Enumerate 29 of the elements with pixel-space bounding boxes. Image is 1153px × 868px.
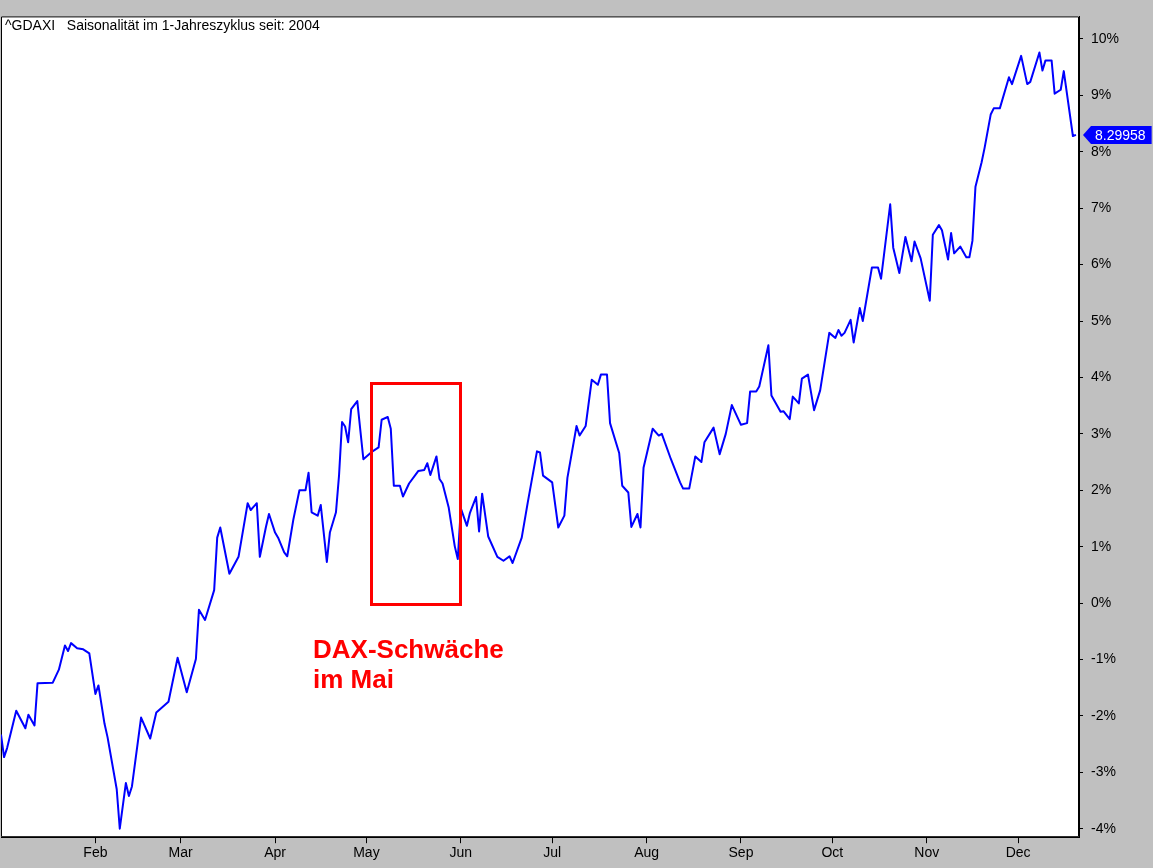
y-tick-label: -2% — [1091, 706, 1116, 723]
y-tick-label: -1% — [1091, 650, 1116, 667]
data-label: 8.29958 — [1095, 126, 1146, 143]
x-tick-label: Jun — [449, 844, 473, 861]
x-tick-label: Dec — [1005, 844, 1031, 861]
y-tick-label: 4% — [1091, 368, 1112, 385]
x-tick-label: Mar — [168, 844, 194, 861]
y-tick-label: 10% — [1091, 29, 1120, 46]
y-tick-label: 7% — [1091, 199, 1112, 216]
y-tick-label: 2% — [1091, 481, 1112, 498]
annotation: DAX-Schwäche im Mai — [313, 634, 504, 695]
x-tick-label: Oct — [821, 844, 844, 861]
y-tick-label: 9% — [1091, 86, 1112, 103]
y-tick-label: 0% — [1091, 593, 1112, 610]
x-tick-label: Feb — [83, 844, 108, 861]
chart-title: ^GDAXI Saisonalität im 1-Jahreszyklus seit: 2004 — [5, 17, 320, 34]
y-tick-label: -4% — [1091, 819, 1116, 836]
y-tick-label: 3% — [1091, 424, 1112, 441]
y-tick-label: 8% — [1091, 142, 1112, 159]
x-tick-label: May — [353, 844, 380, 861]
x-tick-label: Apr — [264, 844, 287, 861]
y-tick-label: 6% — [1091, 255, 1112, 272]
y-tick-label: 1% — [1091, 537, 1112, 554]
y-tick-label: -3% — [1091, 763, 1116, 780]
y-tick-label: 5% — [1091, 311, 1112, 328]
x-tick-label: Aug — [634, 844, 660, 861]
x-tick-label: Nov — [914, 844, 940, 861]
x-tick-label: Jul — [543, 844, 562, 861]
x-tick-label: Sep — [728, 844, 754, 861]
